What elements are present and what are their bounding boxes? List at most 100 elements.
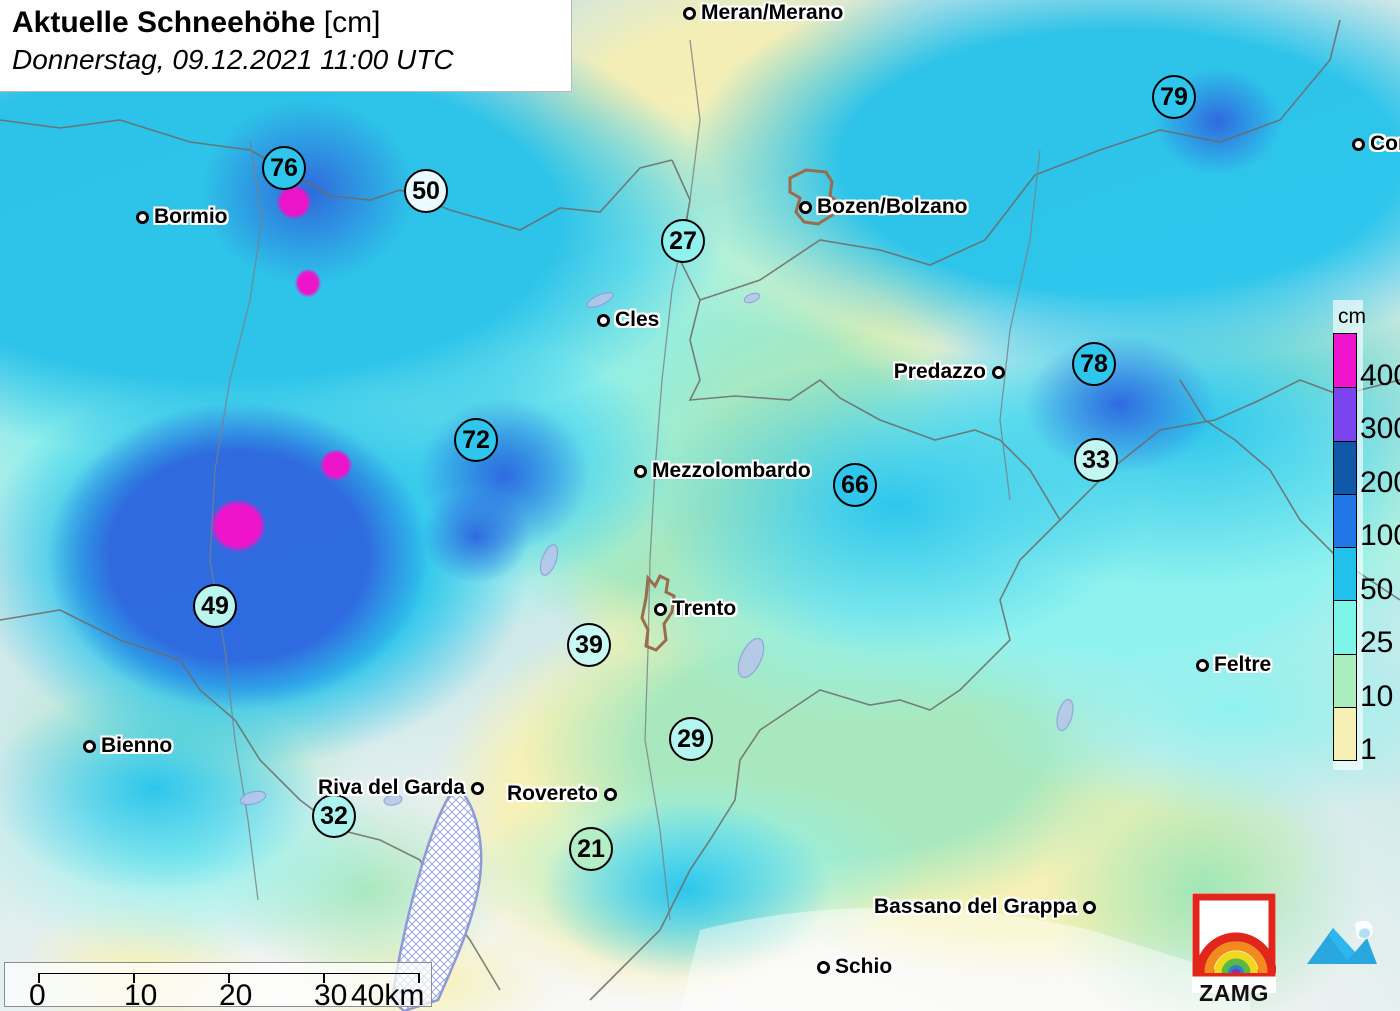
station-marker[interactable]: 33	[1074, 438, 1118, 482]
legend-swatch-400	[1334, 334, 1356, 388]
station-marker[interactable]: 78	[1072, 342, 1116, 386]
city-marker-icon	[799, 200, 812, 214]
legend-swatch-25	[1334, 600, 1356, 654]
station-marker[interactable]: 72	[454, 418, 498, 462]
scale-tick-40km	[418, 973, 420, 983]
city-name-text: Cles	[615, 308, 660, 331]
legend-label-300: 300	[1360, 412, 1400, 445]
city-name-text: Bassano del Grappa	[873, 895, 1077, 918]
station-marker[interactable]: 50	[404, 169, 448, 213]
legend-swatch-300	[1334, 387, 1356, 441]
city-label: Cortina	[1352, 132, 1400, 156]
city-label: Schio	[817, 955, 892, 979]
city-label: Bienno	[83, 734, 172, 758]
city-marker-icon	[634, 464, 647, 478]
scale-tick-10	[133, 973, 135, 983]
city-marker-icon	[597, 313, 610, 327]
city-name-text: Feltre	[1214, 653, 1272, 676]
legend-swatch-100	[1334, 493, 1356, 547]
city-name-text: Riva del Garda	[317, 776, 465, 799]
city-marker-icon	[604, 787, 617, 801]
legend-color-bar	[1333, 333, 1357, 761]
city-marker-icon	[992, 365, 1005, 379]
scale-label-10: 10	[124, 979, 158, 1011]
legend-label-1: 1	[1360, 733, 1377, 766]
zamg-logo-text: ZAMG	[1199, 980, 1269, 1006]
city-label: Riva del Garda	[318, 776, 484, 800]
city-name-text: Cortina	[1370, 132, 1400, 155]
city-name-text: Mezzolombardo	[652, 459, 811, 482]
legend-unit-label: cm	[1338, 305, 1366, 328]
city-marker-icon	[1083, 900, 1096, 914]
city-name-text: Predazzo	[893, 360, 986, 383]
city-marker-icon	[1352, 137, 1365, 151]
legend-label-200: 200	[1360, 465, 1400, 499]
city-label: Cles	[597, 308, 659, 332]
city-name-text: Rovereto	[506, 782, 598, 805]
scale-tick-30	[323, 973, 325, 983]
title-unit: [cm]	[323, 6, 381, 39]
bolzano-boundary	[788, 168, 840, 226]
city-marker-icon	[1196, 658, 1209, 672]
title-timestamp: Donnerstag, 09.12.2021 11:00 UTC	[12, 44, 454, 75]
city-label: Bozen/Bolzano	[799, 195, 968, 219]
station-marker[interactable]: 29	[669, 717, 713, 761]
city-label: Predazzo	[894, 360, 1005, 384]
station-marker[interactable]: 76	[262, 146, 306, 190]
city-name-text: Trento	[672, 597, 737, 620]
zamg-logo	[1192, 893, 1276, 993]
city-name-text: Schio	[835, 955, 893, 978]
city-marker-icon	[654, 602, 667, 616]
city-boundary-polygons	[640, 168, 840, 652]
city-label: Trento	[654, 597, 736, 621]
river-network	[209, 39, 1041, 921]
legend-swatch-10	[1334, 653, 1356, 707]
scale-label-0: 0	[29, 979, 46, 1011]
city-label: Meran/Merano	[683, 1, 843, 25]
station-marker[interactable]: 32	[312, 794, 356, 838]
lowland-snowfree-area	[680, 907, 1250, 1011]
legend-label-100: 100	[1360, 519, 1400, 552]
city-name-text: Meran/Merano	[701, 1, 844, 24]
scale-bar: 0 10 20 30 40km	[4, 962, 432, 1011]
small-lakes	[239, 291, 1074, 806]
city-marker-icon	[683, 6, 696, 20]
legend-swatch-200	[1334, 440, 1356, 494]
city-label: Bassano del Grappa	[874, 895, 1096, 919]
scale-tick-0	[38, 973, 40, 983]
city-label: Bormio	[136, 205, 228, 229]
city-label: Rovereto	[507, 782, 617, 806]
city-label: Feltre	[1196, 653, 1271, 677]
station-marker[interactable]: 21	[569, 827, 613, 871]
city-name-text: Bormio	[154, 205, 228, 228]
city-marker-icon	[136, 210, 149, 224]
legend-label-10: 10	[1360, 679, 1394, 713]
station-marker[interactable]: 39	[567, 623, 611, 667]
city-marker-icon	[471, 781, 484, 795]
trento-boundary	[640, 573, 676, 652]
city-label: Mezzolombardo	[634, 459, 811, 483]
station-marker[interactable]: 49	[193, 584, 237, 628]
legend-swatch-50	[1334, 547, 1356, 601]
station-marker[interactable]: 27	[661, 219, 705, 263]
administrative-borders	[0, 19, 1400, 1001]
title-box: Aktuelle Schneehöhe [cm] Donnerstag, 09.…	[0, 0, 572, 92]
legend-swatch-1	[1334, 706, 1356, 760]
scale-label-40km: 40km	[351, 979, 425, 1011]
page-title: Aktuelle Schneehöhe [cm]	[12, 4, 561, 42]
city-marker-icon	[83, 739, 96, 753]
city-name-text: Bienno	[101, 734, 173, 757]
legend-label-50: 50	[1360, 572, 1394, 606]
city-marker-icon	[817, 960, 830, 974]
scale-tick-20	[228, 973, 230, 983]
scale-label-30: 30	[314, 979, 348, 1011]
legend-label-25: 25	[1360, 626, 1394, 659]
station-marker[interactable]: 66	[833, 463, 877, 507]
station-marker[interactable]: 79	[1152, 75, 1196, 119]
title-main: Aktuelle Schneehöhe	[12, 6, 316, 39]
alpine-peak-logo	[1307, 920, 1377, 964]
